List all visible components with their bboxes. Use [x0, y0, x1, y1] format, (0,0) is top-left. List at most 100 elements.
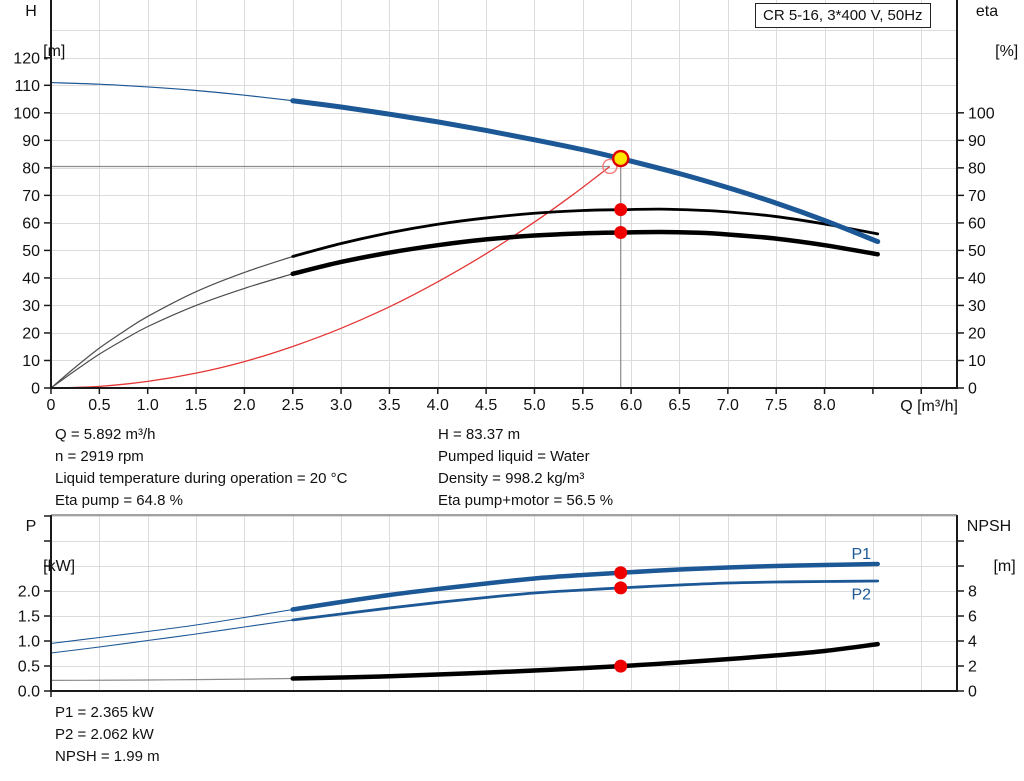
eta-pump-duty-dot [614, 203, 628, 217]
head-curve-thin [50, 81, 293, 102]
x-tick-label: 1.0 [137, 397, 159, 414]
x-tick-label: 2.0 [233, 397, 255, 414]
y-left-tick-label: 0 [31, 381, 40, 398]
y-left-tick-label: 120 [13, 50, 40, 67]
y-right-axis-title-bottom: NPSH [m] [960, 517, 1018, 577]
info-eta-pump-motor: Eta pump+motor = 56.5 % [438, 492, 614, 509]
p1-duty-dot [614, 566, 628, 580]
y-left-tick-label: 1.0 [18, 634, 40, 651]
y-left-tick-label: 50 [22, 243, 40, 260]
y-left-tick-label: 10 [22, 353, 40, 370]
y-left-tick-label: 0.0 [18, 684, 40, 701]
axes [50, 514, 958, 692]
info-head: H = 83.37 m [438, 426, 521, 443]
hq-eta-chart: 0 0.5 1.0 1.5 2.0 2.5 3.0 3.5 4.0 4.5 5.0 5.5 6.0 6.5… [13, 0, 995, 414]
y-left-tick-label: 2.0 [18, 584, 40, 601]
y-left-tick-label: 1.5 [18, 609, 40, 626]
tick-marks [44, 515, 964, 697]
x-tick-label: 7.0 [717, 397, 739, 414]
duty-info-right: H = 83.37 m Pumped liquid = Water Densit… [438, 424, 613, 512]
y-right-tick-label: 4 [968, 634, 977, 651]
eta-pump-motor-curve [290, 229, 880, 277]
y-right-tick-label: 8 [968, 584, 977, 601]
p2-curve [291, 579, 880, 622]
info-pumped-liquid: Pumped liquid = Water [438, 448, 590, 465]
eta-pump-curve [291, 207, 880, 258]
eta-axis-unit: [%] [995, 43, 1019, 60]
plot-area[interactable] [51, 515, 957, 691]
y-left-tick-label: 40 [22, 270, 40, 287]
system-curve-curve [50, 165, 611, 389]
grid-lines [51, 0, 957, 388]
y-right-tick-label: 60 [968, 215, 986, 232]
x-tick-label: 8.0 [813, 397, 835, 414]
y-right-tick-label: 0 [968, 684, 977, 701]
y-right-tick-label: 2 [968, 659, 977, 676]
y-right-tick-label: 40 [968, 270, 986, 287]
y-right-axis-title-top: eta [%] [964, 2, 1018, 62]
y-right-tick-label: 0 [968, 381, 977, 398]
head-curve [290, 98, 881, 245]
npsh-duty-dot [614, 659, 628, 673]
x-tick-label: 5.0 [523, 397, 545, 414]
y-right-tick-label: 100 [968, 105, 995, 122]
info-speed: n = 2919 rpm [55, 448, 144, 465]
plot-area[interactable] [51, 0, 957, 388]
requested-duty-marker [602, 158, 618, 175]
y-right-tick-label: 30 [968, 298, 986, 315]
axes [50, 0, 958, 389]
y-right-tick-label: 50 [968, 243, 986, 260]
pump-designation-box: CR 5-16, 3*400 V, 50Hz [755, 3, 931, 28]
info-density: Density = 998.2 kg/m³ [438, 470, 585, 487]
duty-lines [51, 156, 622, 388]
x-tick-label: 0 [47, 397, 56, 414]
duty-info-left: Q = 5.892 m³/h n = 2919 rpm Liquid tempe… [55, 424, 347, 512]
p1-curve [290, 561, 880, 612]
h-axis-name: H [25, 3, 37, 20]
curve-label-p1: P1 [851, 546, 871, 563]
y-right-tick-label: 80 [968, 160, 986, 177]
y-left-axis-title-top: H [m] [12, 2, 65, 62]
power-info: P1 = 2.365 kW P2 = 2.062 kW NPSH = 1.99 … [55, 702, 160, 768]
y-right-tick-label: 90 [968, 133, 986, 150]
npsh-curve-thin [50, 677, 293, 681]
eta-axis-name: eta [975, 3, 999, 20]
p2-curve-thin [50, 619, 293, 654]
x-tick-label: 4.5 [475, 397, 497, 414]
tick-marks [44, 57, 964, 394]
p-axis-name: P [25, 518, 37, 535]
h-axis-unit: [m] [43, 43, 66, 60]
y-left-tick-label: 100 [13, 105, 40, 122]
info-p2: P2 = 2.062 kW [55, 726, 154, 743]
eta-pump-motor-duty-dot [614, 226, 628, 240]
x-tick-label: 0.5 [88, 397, 110, 414]
info-liquid-temp: Liquid temperature during operation = 20… [55, 470, 348, 487]
y-left-tick-label: 20 [22, 325, 40, 342]
y-left-tick-label: 110 [14, 78, 40, 95]
eta-pump-motor-curve-thin [50, 273, 293, 389]
info-npsh: NPSH = 1.99 m [55, 748, 160, 765]
y-left-tick-label: 60 [22, 215, 40, 232]
eta-pump-curve-thin [50, 255, 293, 389]
y-right-tick-label: 70 [968, 188, 986, 205]
tick-labels: 0.0 0.5 1.0 1.5 2.0 0 2 4 6 8 [18, 584, 977, 701]
x-tick-label: 1.5 [185, 397, 207, 414]
p1-curve-thin [50, 608, 293, 645]
curve-label-p2: P2 [851, 587, 871, 604]
y-left-tick-label: 80 [22, 160, 40, 177]
x-tick-label: 2.5 [282, 397, 304, 414]
y-left-tick-label: 90 [22, 133, 40, 150]
x-tick-label: 3.0 [330, 397, 352, 414]
y-right-tick-label: 10 [968, 353, 986, 370]
x-tick-label: 6.5 [668, 397, 690, 414]
info-flow: Q = 5.892 m³/h [55, 426, 156, 443]
duty-point-marker[interactable] [612, 149, 630, 168]
npsh-axis-unit: [m] [993, 558, 1016, 575]
info-p1: P1 = 2.365 kW [55, 704, 154, 721]
npsh-axis-name: NPSH [966, 518, 1012, 535]
y-right-tick-label: 20 [968, 325, 986, 342]
x-tick-label: 6.0 [620, 397, 642, 414]
x-tick-label: 4.0 [427, 397, 449, 414]
